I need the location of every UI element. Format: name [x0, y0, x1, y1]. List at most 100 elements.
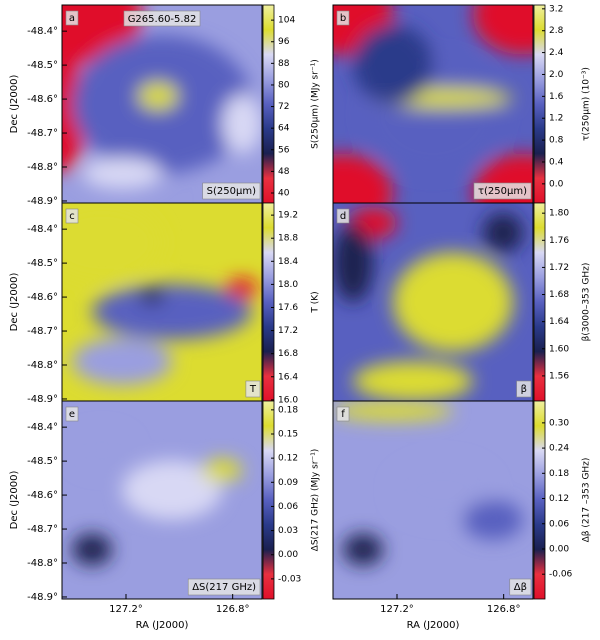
y-tick-label: -48.8° — [27, 558, 58, 569]
colorbar — [533, 202, 546, 402]
map-blob — [483, 212, 523, 253]
colorbar-tick-label: 0.15 — [278, 430, 298, 440]
colorbar-tick-label: -0.06 — [549, 570, 573, 580]
y-tick-label: -48.5° — [27, 456, 58, 467]
colorbar-tick-label: 2.4 — [549, 48, 564, 58]
y-tick-label: -48.6° — [27, 292, 58, 303]
colorbar-tick-label: 0.4 — [549, 157, 564, 167]
map-label-box — [509, 578, 532, 596]
panel-letter-box — [336, 10, 350, 26]
colorbar-tick-label: 16.8 — [278, 349, 298, 359]
map-blob — [226, 278, 258, 299]
panel-letter: e — [69, 409, 75, 420]
colorbar-tick-label: 40 — [278, 189, 290, 199]
colorbar-label: β(3000–353 GHz) — [582, 263, 592, 342]
colorbar-label: T (K) — [311, 291, 321, 313]
colorbar-tick-label: 2.0 — [549, 70, 564, 80]
x-tick-label: 126.8° — [216, 604, 250, 615]
colorbar-tick-label: 16.0 — [278, 395, 298, 405]
colorbar-tick-label: 0.00 — [278, 550, 298, 560]
colorbar-tick-label: 0.06 — [549, 519, 569, 529]
colorbar-tick-label: 1.80 — [549, 209, 569, 219]
y-tick-label: -48.7° — [27, 524, 58, 535]
colorbar-tick-label: 3.2 — [549, 4, 563, 14]
panel-letter-box — [336, 406, 350, 422]
y-axis-label: Dec (J2000) — [9, 75, 20, 134]
y-axis-label: Dec (J2000) — [9, 471, 20, 530]
map-blob — [140, 288, 164, 304]
colorbar-tick-label: 1.68 — [549, 290, 569, 300]
map-blob — [353, 24, 433, 104]
map-panel — [333, 203, 533, 401]
x-tick-label: 126.8° — [487, 604, 521, 615]
map-blob — [82, 157, 162, 190]
colorbar-tick-label: 1.56 — [549, 371, 569, 381]
y-tick-label: -48.9° — [27, 592, 58, 603]
colorbar-tick-label: 0.00 — [549, 544, 569, 554]
y-tick-label: -48.6° — [27, 490, 58, 501]
panel-letter: b — [340, 13, 346, 24]
colorbar-label: ΔS(217 GHz) (MJy sr⁻¹) — [311, 449, 321, 552]
map-blob — [202, 458, 242, 483]
map-structure — [333, 206, 523, 401]
colorbar-label: Δβ (217 –353 GHz) — [582, 458, 592, 543]
map-blob — [393, 460, 493, 520]
map-blob — [333, 222, 373, 302]
colorbar-tick-label: 0.24 — [549, 444, 569, 454]
map-blob — [463, 500, 523, 540]
map-blob — [473, 5, 533, 55]
y-tick-label: -48.5° — [27, 60, 58, 71]
colorbar-tick-label: 1.72 — [549, 263, 569, 273]
colorbar — [262, 202, 275, 402]
map-panel — [333, 5, 533, 203]
colorbar-tick-label: 64 — [278, 124, 290, 134]
map-label: ΔS(217 GHz) — [192, 582, 256, 593]
x-axis-label: RA (J2000) — [136, 620, 189, 631]
colorbar — [533, 400, 546, 600]
map-blob — [353, 361, 473, 401]
y-tick-label: -48.7° — [27, 326, 58, 337]
colorbar-tick-label: 18.0 — [278, 280, 298, 290]
colorbar-tick-label: -0.03 — [278, 574, 301, 584]
panel-letter: d — [340, 211, 346, 222]
colorbar-tick-label: 0.09 — [278, 478, 298, 488]
x-tick-label: 127.2° — [380, 604, 414, 615]
colorbar-tick-label: 17.6 — [278, 303, 298, 313]
map-label-box — [516, 380, 532, 398]
colorbar-tick-label: 2.8 — [549, 26, 564, 36]
map-blob — [138, 82, 178, 110]
panel-letter: a — [69, 13, 75, 24]
map-label-box — [473, 182, 532, 200]
map-panel — [62, 401, 262, 599]
colorbar-tick-label: 80 — [278, 80, 290, 90]
colorbar-tick-label: 0.06 — [278, 502, 298, 512]
colorbar-tick-label: 1.6 — [549, 92, 564, 102]
colorbar-tick-label: 1.60 — [549, 344, 569, 354]
map-structure — [72, 430, 242, 566]
map-blob — [72, 337, 172, 386]
colorbar-label: S(250μm) (MJy sr⁻¹) — [311, 59, 321, 149]
colorbar-tick-label: 0.8 — [549, 136, 564, 146]
map-blob — [343, 533, 383, 566]
panel-title: G265.60-5.82 — [128, 14, 197, 25]
colorbar-tick-label: 0.12 — [278, 454, 298, 464]
map-label: β — [521, 384, 527, 395]
map-panel — [333, 401, 533, 599]
colorbar-tick-label: 17.2 — [278, 326, 298, 336]
colorbar-tick-label: 1.64 — [549, 317, 569, 327]
colorbar-tick-label: 72 — [278, 102, 289, 112]
map-structure — [62, 203, 258, 386]
map-structure — [333, 401, 523, 566]
colorbar-tick-label: 0.12 — [549, 494, 569, 504]
panel-letter-box — [65, 406, 79, 422]
map-blob — [333, 401, 453, 421]
map-label: S(250μm) — [207, 186, 256, 197]
y-axis-label: Dec (J2000) — [9, 273, 20, 332]
colorbar-label: τ(250μm) (10⁻³) — [582, 67, 592, 141]
panel-letter: c — [69, 211, 75, 222]
map-blob — [92, 284, 252, 340]
y-tick-label: -48.5° — [27, 258, 58, 269]
colorbar — [533, 4, 546, 204]
panel-frame — [332, 400, 534, 600]
